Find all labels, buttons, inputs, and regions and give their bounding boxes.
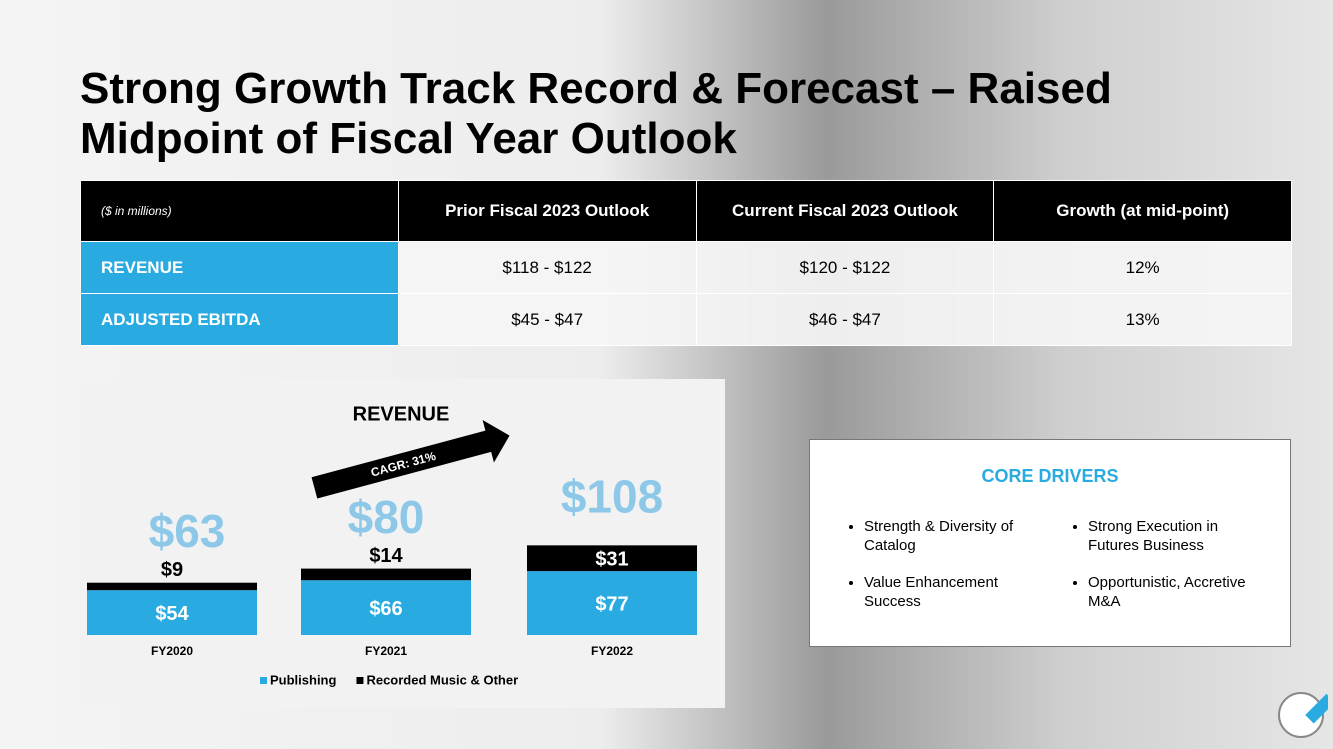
value-label: $54 bbox=[155, 603, 189, 625]
cell: 13% bbox=[993, 293, 1292, 346]
value-label: $31 bbox=[595, 549, 628, 571]
legend-label: Publishing bbox=[270, 672, 337, 687]
bar-segment bbox=[301, 580, 471, 635]
title-line: Strong Growth Track Record & Forecast – … bbox=[80, 64, 1112, 113]
header-cell: Current Fiscal 2023 Outlook bbox=[695, 180, 995, 242]
chart-title: REVENUE bbox=[353, 403, 450, 425]
driver: Strong Execution in Futures Business bbox=[1088, 517, 1268, 555]
logo-stripe bbox=[1305, 693, 1328, 724]
logo-ring bbox=[1278, 692, 1324, 738]
value-label: $14 bbox=[369, 545, 403, 567]
bar-segment bbox=[301, 568, 471, 581]
legend-label: Recorded Music & Other bbox=[366, 672, 518, 687]
bar-segment bbox=[527, 545, 697, 572]
row: REVENUE $118 - $122 $120 - $122 12% bbox=[80, 241, 1292, 294]
header-cell: Prior Fiscal 2023 Outlook bbox=[397, 180, 697, 242]
revenue-chart: REVENUE CAGR: 31% $54$9$63FY2020$66$14$8… bbox=[80, 379, 725, 708]
row-label: ADJUSTED EBITDA bbox=[80, 293, 399, 346]
bar-segment bbox=[87, 582, 257, 591]
value-label: $9 bbox=[161, 559, 183, 581]
logo bbox=[1278, 692, 1328, 738]
bar-segment bbox=[527, 571, 697, 635]
x-tick-label: FY2022 bbox=[591, 644, 633, 658]
value-label: $66 bbox=[369, 598, 402, 620]
total-label: $108 bbox=[561, 471, 663, 523]
x-tick-label: FY2021 bbox=[365, 644, 407, 658]
value-label: $77 bbox=[595, 593, 628, 615]
drivers-list: Strength & Diversity of Catalog Value En… bbox=[846, 517, 1044, 629]
driver: Opportunistic, Accretive M&A bbox=[1088, 573, 1268, 611]
slide-title: Strong Growth Track Record & Forecast – … bbox=[80, 64, 1112, 164]
total-label: $80 bbox=[348, 491, 425, 543]
header-cell: Growth (at mid-point) bbox=[993, 180, 1292, 242]
outlook-table: ($ in millions) Prior Fiscal 2023 Outloo… bbox=[80, 180, 1292, 346]
row: ADJUSTED EBITDA $45 - $47 $46 - $47 13% bbox=[80, 293, 1292, 346]
bar-segment bbox=[87, 590, 257, 635]
cell: $120 - $122 bbox=[695, 241, 995, 294]
core-drivers: CORE DRIVERS Strength & Diversity of Cat… bbox=[809, 439, 1291, 647]
arrow-shape bbox=[311, 420, 510, 499]
cell: $118 - $122 bbox=[397, 241, 697, 294]
x-tick-label: FY2020 bbox=[151, 644, 193, 658]
chart-background bbox=[80, 379, 725, 708]
row-label: REVENUE bbox=[80, 241, 399, 294]
drivers-list: Strong Execution in Futures Business Opp… bbox=[1070, 517, 1268, 629]
drivers-title: CORE DRIVERS bbox=[981, 466, 1119, 486]
cell: 12% bbox=[993, 241, 1292, 294]
cell: $46 - $47 bbox=[695, 293, 995, 346]
header-row: ($ in millions) Prior Fiscal 2023 Outloo… bbox=[80, 180, 1292, 242]
driver: Value Enhancement Success bbox=[864, 573, 1044, 611]
title-line: Midpoint of Fiscal Year Outlook bbox=[80, 114, 737, 163]
legend-swatch bbox=[260, 677, 267, 684]
cell: $45 - $47 bbox=[397, 293, 697, 346]
driver: Strength & Diversity of Catalog bbox=[864, 517, 1044, 555]
header-cell: ($ in millions) bbox=[80, 180, 399, 242]
legend-swatch bbox=[356, 677, 364, 684]
total-label: $63 bbox=[149, 505, 226, 557]
